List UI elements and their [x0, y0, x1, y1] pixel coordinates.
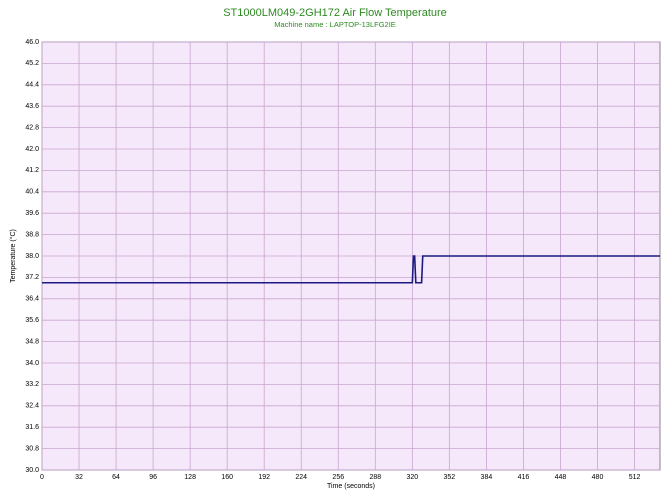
x-tick-label: 352: [444, 474, 456, 481]
x-tick-label: 256: [332, 474, 344, 481]
y-tick-label: 38.0: [25, 253, 39, 260]
y-tick-label: 30.8: [25, 445, 39, 452]
x-tick-label: 0: [40, 474, 44, 481]
x-tick-label: 480: [592, 474, 604, 481]
x-tick-label: 32: [75, 474, 83, 481]
y-tick-label: 46.0: [25, 39, 39, 46]
x-tick-label: 512: [629, 474, 641, 481]
chart-subtitle: Machine name : LAPTOP-13LFG2IE: [274, 20, 396, 29]
y-tick-label: 40.4: [25, 189, 39, 196]
y-tick-label: 35.6: [25, 317, 39, 324]
y-tick-label: 42.0: [25, 146, 39, 153]
x-tick-label: 288: [369, 474, 381, 481]
x-tick-label: 224: [295, 474, 307, 481]
y-tick-label: 41.2: [25, 167, 39, 174]
x-axis-label: Time (seconds): [327, 483, 375, 490]
x-tick-label: 192: [258, 474, 270, 481]
y-tick-label: 30.0: [25, 467, 39, 474]
x-tick-label: 448: [555, 474, 567, 481]
y-tick-label: 38.8: [25, 231, 39, 238]
y-tick-label: 36.4: [25, 296, 39, 303]
y-tick-label: 33.2: [25, 381, 39, 388]
y-tick-label: 32.4: [25, 403, 39, 410]
y-tick-label: 42.8: [25, 124, 39, 131]
x-tick-label: 384: [481, 474, 493, 481]
y-tick-label: 43.6: [25, 103, 39, 110]
x-tick-label: 160: [221, 474, 233, 481]
y-tick-label: 39.6: [25, 210, 39, 217]
x-tick-label: 64: [112, 474, 120, 481]
y-tick-label: 34.8: [25, 338, 39, 345]
y-tick-label: 37.2: [25, 274, 39, 281]
x-tick-label: 320: [406, 474, 418, 481]
y-axis-label: Temperature (°C): [9, 229, 17, 283]
y-tick-label: 45.2: [25, 60, 39, 67]
x-tick-label: 416: [518, 474, 530, 481]
x-tick-label: 96: [149, 474, 157, 481]
data-line: [42, 255, 660, 284]
y-tick-label: 44.4: [25, 82, 39, 89]
y-tick-label: 31.6: [25, 424, 39, 431]
y-tick-label: 34.0: [25, 360, 39, 367]
chart-title: ST1000LM049-2GH172 Air Flow Temperature: [223, 7, 447, 19]
x-tick-label: 128: [184, 474, 196, 481]
